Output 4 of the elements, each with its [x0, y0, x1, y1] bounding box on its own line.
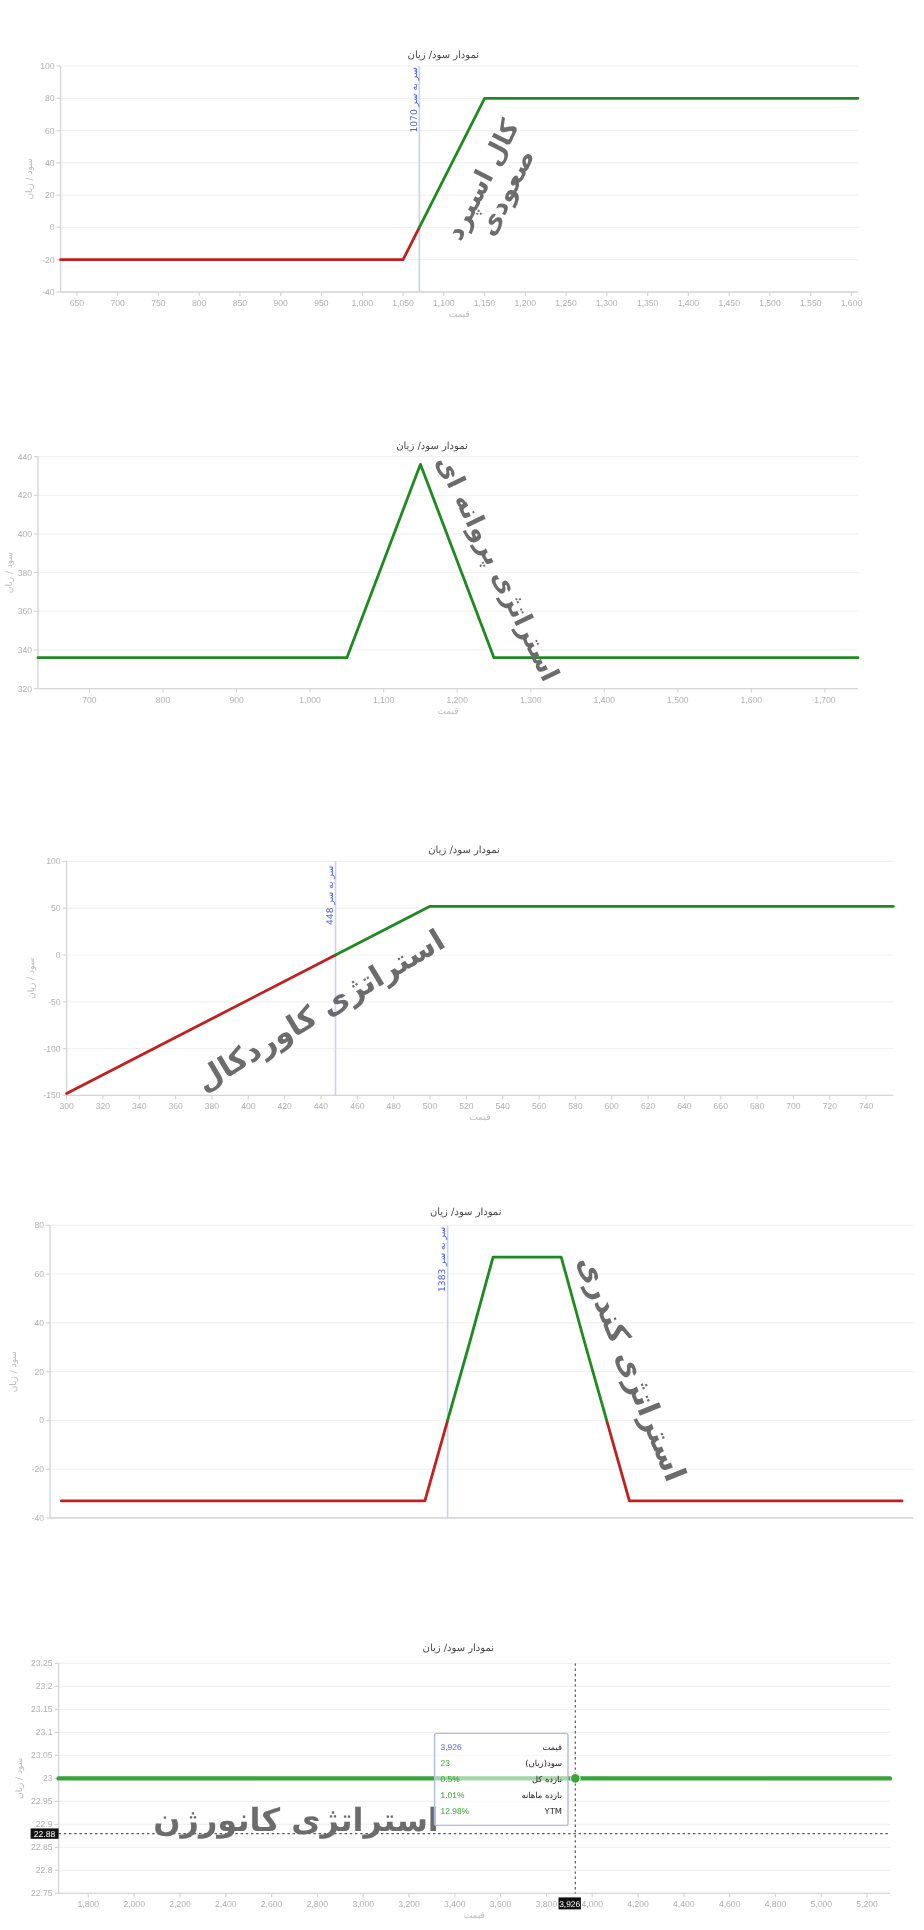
annotation: استراتژی کندری	[569, 1249, 694, 1487]
annotation: استراتژی پروانه ای	[428, 451, 564, 687]
annotation: کال اسپرد صعودی	[440, 114, 543, 246]
annotation: استراتژی کانورژن	[153, 1801, 439, 1840]
